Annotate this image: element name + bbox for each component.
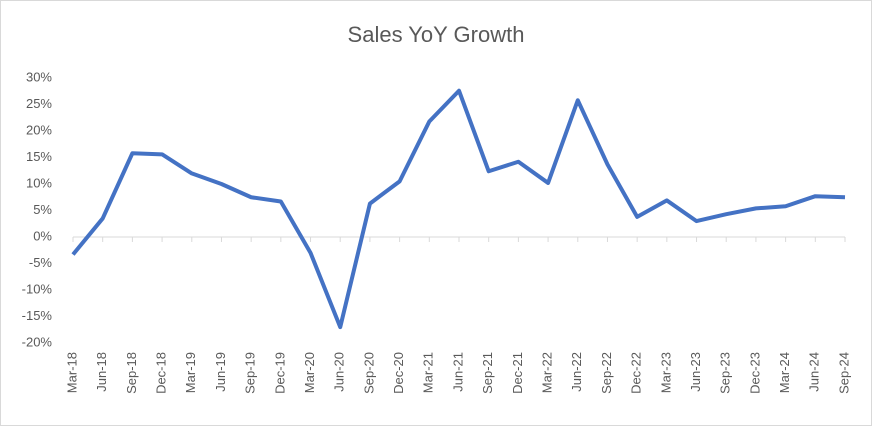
- x-tick-label: Dec-18: [154, 352, 169, 394]
- y-tick-label: 25%: [26, 96, 52, 111]
- x-tick-label: Jun-23: [688, 352, 703, 392]
- x-tick-label: Mar-19: [183, 352, 198, 393]
- chart-title: Sales YoY Growth: [348, 22, 525, 47]
- x-tick-label: Dec-22: [629, 352, 644, 394]
- x-tick-label: Dec-19: [272, 352, 287, 394]
- line-series: [71, 88, 846, 330]
- x-tick-label: Jun-22: [569, 352, 584, 392]
- x-tick-label: Dec-23: [747, 352, 762, 394]
- y-tick-label: 20%: [26, 122, 52, 137]
- x-tick-label: Dec-21: [510, 352, 525, 394]
- x-tick-label: Sep-20: [361, 352, 376, 394]
- x-tick-label: Jun-18: [94, 352, 109, 392]
- y-tick-label: 10%: [26, 175, 52, 190]
- x-tick-label: Mar-18: [64, 352, 79, 393]
- x-tick-label: Dec-20: [391, 352, 406, 394]
- x-tick-label: Mar-24: [777, 352, 792, 393]
- y-tick-label: 5%: [33, 202, 52, 217]
- y-tick-label: 15%: [26, 149, 52, 164]
- y-tick-label: -15%: [22, 308, 53, 323]
- x-tick-label: Sep-22: [599, 352, 614, 394]
- x-tick-label: Sep-18: [124, 352, 139, 394]
- x-tick-label: Jun-20: [332, 352, 347, 392]
- x-tick-label: Sep-23: [718, 352, 733, 394]
- y-tick-label: -10%: [22, 281, 53, 296]
- x-tick-label: Sep-21: [480, 352, 495, 394]
- x-tick-label: Sep-24: [836, 352, 851, 394]
- x-tick-label: Mar-21: [421, 352, 436, 393]
- x-tick-label: Jun-24: [807, 352, 822, 392]
- x-tick-label: Mar-20: [302, 352, 317, 393]
- y-tick-label: -5%: [29, 255, 53, 270]
- x-tick-label: Sep-19: [243, 352, 258, 394]
- x-tick-label: Jun-21: [450, 352, 465, 392]
- y-tick-label: -20%: [22, 334, 53, 349]
- y-tick-label: 30%: [26, 69, 52, 84]
- x-tick-label: Mar-23: [658, 352, 673, 393]
- x-tick-label: Jun-19: [213, 352, 228, 392]
- x-tick-label: Mar-22: [540, 352, 555, 393]
- y-tick-label: 0%: [33, 228, 52, 243]
